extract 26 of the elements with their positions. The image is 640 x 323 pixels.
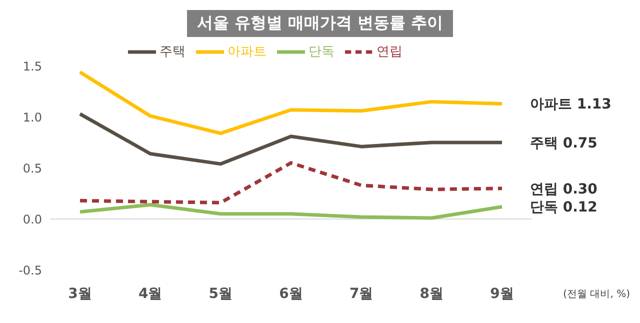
legend-label: 아파트	[228, 44, 266, 60]
x-tick-label: 3월	[68, 286, 92, 302]
x-tick-label: 4월	[138, 286, 162, 302]
line-series	[78, 161, 504, 204]
line-series	[78, 202, 504, 220]
y-tick-label: -0.5	[18, 263, 42, 278]
annotation: 주택 0.75	[530, 135, 598, 152]
x-tick-label: 7월	[349, 286, 374, 302]
x-tick-label: 8월	[420, 286, 444, 302]
annotation: 연립 0.30	[530, 181, 598, 198]
x-tick-label: 5월	[208, 286, 233, 302]
legend-label: 단독	[308, 44, 334, 60]
chart-title: 서울 유형별 매매가격 변동률 추이	[186, 10, 454, 37]
annotation: 아파트 1.13	[530, 96, 612, 113]
x-tick-label: 9월	[490, 286, 514, 302]
annotation: 단독 0.12	[530, 200, 598, 216]
y-tick-label: 0.5	[22, 161, 42, 176]
x-tick-label: 6월	[279, 286, 303, 302]
legend-label: 주택	[160, 44, 186, 60]
legend-label: 연립	[376, 44, 402, 60]
y-tick-label: 0.0	[22, 212, 42, 226]
y-tick-label: 1.0	[22, 110, 42, 124]
y-tick-label: 1.5	[22, 59, 42, 74]
text: (전월 대비, %)	[563, 288, 630, 301]
line-series	[78, 112, 504, 166]
line-series	[78, 70, 504, 136]
